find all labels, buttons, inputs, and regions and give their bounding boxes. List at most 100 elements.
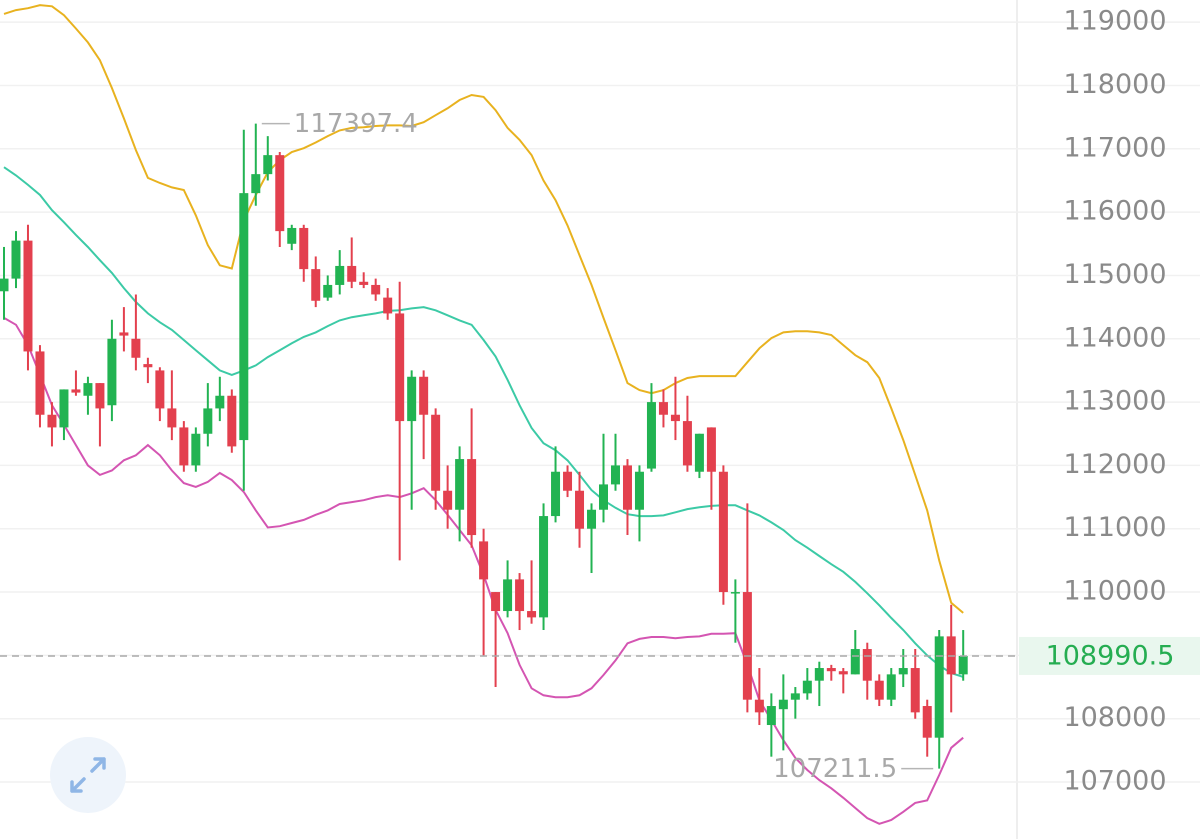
expand-button-bg[interactable] xyxy=(50,737,126,813)
candle-body xyxy=(395,313,405,422)
candle-body xyxy=(287,227,297,244)
candle-body xyxy=(898,668,908,675)
candle-body xyxy=(335,265,345,285)
candle-body xyxy=(167,408,177,428)
candle-body xyxy=(35,351,45,415)
candle-body xyxy=(431,414,441,491)
candle-body xyxy=(239,193,249,441)
candle-body xyxy=(23,240,33,352)
candle-body xyxy=(443,490,453,510)
candle-body xyxy=(958,655,968,675)
candle-body xyxy=(47,414,57,428)
last-price-label: 108990.5 xyxy=(1046,640,1175,671)
max-label: 117397.4 xyxy=(294,109,418,139)
band-line xyxy=(3,166,964,678)
candles xyxy=(0,123,968,769)
overlay: 117397.4 107211.5 108990.5 xyxy=(0,109,1200,784)
candle-body xyxy=(467,459,477,536)
candle-body xyxy=(11,240,21,279)
min-label: 107211.5 xyxy=(773,754,897,784)
y-tick-label: 112000 xyxy=(1063,449,1166,480)
candle-body xyxy=(599,484,608,510)
candle-body xyxy=(0,278,9,292)
y-tick-label: 119000 xyxy=(1063,6,1166,37)
candle-body xyxy=(275,155,285,232)
candle-body xyxy=(215,395,225,409)
candle-body xyxy=(682,421,692,466)
candle-body xyxy=(910,668,920,713)
candle-body xyxy=(347,265,357,282)
candle-body xyxy=(491,592,501,612)
candle-body xyxy=(634,471,644,510)
candle-body xyxy=(539,516,549,618)
candle-body xyxy=(862,649,872,681)
candle-body xyxy=(826,668,836,672)
candle-body xyxy=(838,671,848,675)
y-tick-label: 116000 xyxy=(1063,196,1166,227)
candle-body xyxy=(311,269,321,301)
candle-body xyxy=(359,281,369,285)
candle-body xyxy=(203,408,213,434)
y-tick-label: 117000 xyxy=(1063,132,1166,163)
candle-body xyxy=(59,389,69,428)
y-tick-label: 108000 xyxy=(1063,702,1166,733)
candle-body xyxy=(371,284,381,295)
candle-body xyxy=(646,402,656,469)
candle-body xyxy=(71,389,81,393)
y-tick-label: 115000 xyxy=(1063,259,1166,290)
candle-body xyxy=(455,459,465,510)
candle-body xyxy=(383,297,393,314)
candle-body xyxy=(263,155,273,175)
candle-body xyxy=(227,395,237,447)
candle-body xyxy=(299,227,309,270)
y-tick-label: 113000 xyxy=(1063,386,1166,417)
candle-body xyxy=(551,471,561,517)
candle-body xyxy=(610,465,620,485)
y-tick-label: 111000 xyxy=(1063,512,1166,543)
candle-body xyxy=(179,427,189,466)
candle-body xyxy=(718,471,728,593)
candle-body xyxy=(874,680,884,700)
y-tick-label: 107000 xyxy=(1063,766,1166,797)
candle-body xyxy=(155,370,165,409)
expand-button[interactable] xyxy=(50,737,126,813)
candle-body xyxy=(670,414,680,422)
candle-body xyxy=(694,433,704,472)
candle-body xyxy=(802,680,812,694)
candle-body xyxy=(790,693,800,700)
candle-body xyxy=(131,338,141,358)
candle-body xyxy=(83,383,93,396)
candle-body xyxy=(622,465,632,510)
candle-body xyxy=(191,433,201,466)
candle-body xyxy=(575,490,585,529)
band-line xyxy=(3,4,964,614)
candle-body xyxy=(587,509,597,529)
candle-body xyxy=(251,174,261,194)
candle-body xyxy=(934,636,944,738)
candle-body xyxy=(323,284,333,298)
candle-body xyxy=(407,376,417,422)
candle-body xyxy=(754,699,764,713)
candle-body xyxy=(107,338,117,406)
candle-body xyxy=(95,383,105,409)
expand-icon[interactable] xyxy=(70,757,106,793)
candle-body xyxy=(730,592,740,594)
candle-body xyxy=(527,611,537,618)
candle-body xyxy=(886,674,896,700)
candle-body xyxy=(658,402,668,415)
y-tick-label: 118000 xyxy=(1063,69,1166,100)
candle-body xyxy=(778,699,788,710)
candle-body xyxy=(814,668,824,681)
y-tick-label: 114000 xyxy=(1063,322,1166,353)
candle-body xyxy=(479,541,489,580)
candle-body xyxy=(706,427,716,472)
candle-body xyxy=(766,706,776,726)
candle-body xyxy=(563,471,573,491)
candle-body xyxy=(922,706,932,738)
candle-body xyxy=(119,332,129,336)
candle-body xyxy=(503,579,513,612)
last-price-tag xyxy=(1019,636,1200,675)
y-tick-label: 110000 xyxy=(1063,576,1166,607)
